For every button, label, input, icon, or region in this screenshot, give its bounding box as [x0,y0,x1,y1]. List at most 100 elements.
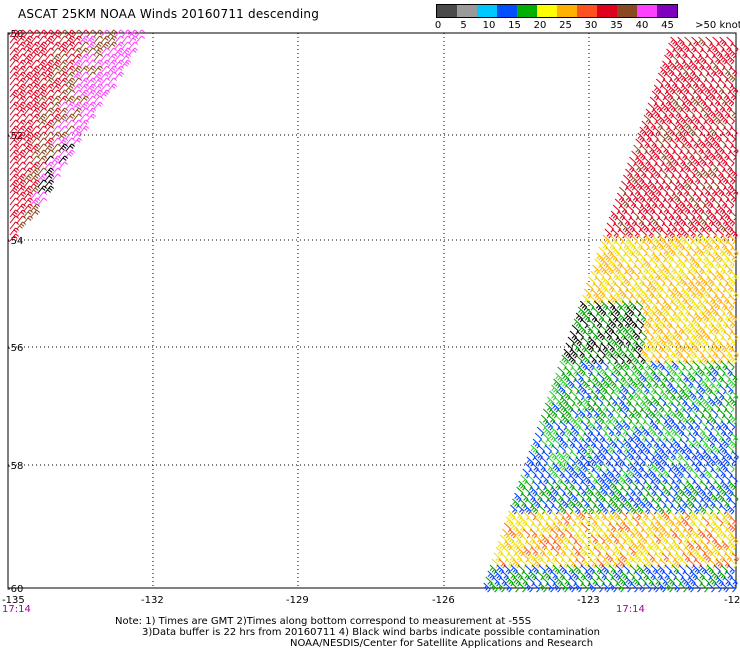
wind-barb [727,301,734,310]
wind-barb [677,79,684,88]
wind-barb [690,553,697,562]
wind-barb [705,283,712,292]
wind-barb [559,505,566,514]
wind-barb [647,289,654,298]
wind-barb [715,193,722,202]
wind-barb [607,385,614,394]
wind-barb [623,217,630,226]
wind-barb [601,343,608,352]
wind-barb [627,553,634,562]
wind-barb [640,289,647,298]
wind-barb [724,391,731,400]
wind-barb [553,421,560,430]
wind-barb [665,157,672,166]
wind-barb [599,553,606,562]
wind-barb [717,85,724,94]
wind-barb [558,469,565,478]
wind-barb [636,139,643,148]
wind-barb [636,343,643,352]
wind-barb [664,445,671,454]
wind-barb [626,433,633,442]
wind-barb [507,535,514,544]
wind-barb [644,115,651,124]
wind-barb [685,403,692,412]
wind-barb [605,577,612,586]
wind-barb [497,565,504,574]
wind-barb [620,205,627,214]
wind-barb [579,469,586,478]
wind-barb [614,385,621,394]
wind-barb [646,415,653,424]
wind-barb [582,295,589,304]
wind-barb [728,361,735,370]
wind-barb [585,307,592,316]
wind-barb [594,505,601,514]
wind-barb [602,523,609,532]
wind-barb [690,349,697,358]
wind-barb [698,265,705,274]
wind-barb [623,259,630,268]
wind-barb [712,571,719,580]
wind-barb [722,91,729,100]
wind-barb [559,445,566,454]
wind-barb [704,349,711,358]
wind-barb [618,517,625,526]
wind-barb [653,313,660,322]
wind-barb [552,547,559,556]
wind-barb [490,565,497,574]
wind-barb [709,559,716,568]
wind-barb [696,577,703,586]
wind-barb [690,247,697,256]
wind-barb [674,457,681,466]
wind-barb [605,229,612,238]
wind-barb [504,565,511,574]
wind-barb [714,361,721,370]
wind-barb [538,505,545,514]
wind-barb [675,331,682,340]
wind-barb [565,469,572,478]
wind-barb [626,373,633,382]
wind-barb [600,571,607,580]
wind-barb [580,403,587,412]
wind-barb [649,265,656,274]
wind-barb [690,205,697,214]
wind-barb [535,475,542,484]
wind-barb [591,289,598,298]
wind-barb [702,67,709,76]
wind-barb [632,253,639,262]
wind-barb [537,571,544,580]
wind-barb [673,499,680,508]
wind-barb [728,565,735,574]
wind-barb [570,475,577,484]
wind-barb [574,361,581,370]
wind-barb [663,265,670,274]
wind-barb [597,253,604,262]
wind-barb [652,541,659,550]
wind-barb [664,487,671,496]
wind-barb [648,205,655,214]
wind-barb [650,445,657,454]
wind-barb [656,325,663,334]
wind-barb [718,307,725,316]
wind-barb [598,289,605,298]
wind-barb [583,313,590,322]
wind-barb [666,481,673,490]
wind-barb [712,325,719,334]
wind-barb [594,547,601,556]
wind-barb [633,391,640,400]
wind-barb [572,529,579,538]
wind-barb [561,499,568,508]
wind-barb [623,319,630,328]
wind-barb [555,415,562,424]
wind-barb [529,451,536,460]
wind-barb [630,565,637,574]
wind-barb [723,211,730,220]
wind-barb [556,433,563,442]
wind-barb [692,505,699,514]
wind-barb [665,217,672,226]
wind-barb [673,295,680,304]
wind-barb [685,37,692,46]
wind-barb [587,487,594,496]
wind-barb [576,415,583,424]
wind-barb [729,91,736,100]
